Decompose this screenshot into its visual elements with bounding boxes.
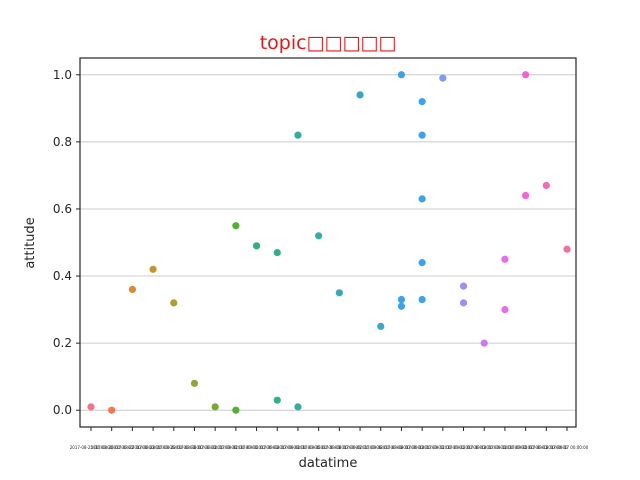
- x-tick-label: 2017-09-03 00:00:00: [256, 445, 299, 450]
- x-tick-label: 2017-09-07 00:00:00: [339, 445, 382, 450]
- plot-frame: [79, 57, 577, 428]
- x-tick-label: 2017-08-26 00:00:00: [90, 445, 133, 450]
- x-tick-label: 2017-09-14 00:00:00: [484, 445, 527, 450]
- data-point: [211, 403, 219, 411]
- data-point: [335, 289, 343, 297]
- data-point: [459, 282, 468, 290]
- data-point: [190, 379, 199, 387]
- data-point: [439, 74, 447, 82]
- gridlines: [80, 74, 576, 411]
- data-point: [128, 285, 136, 294]
- x-tick-label: 2017-09-02 00:00:00: [235, 445, 278, 450]
- data-point: [252, 242, 261, 250]
- data-point: [418, 195, 426, 203]
- x-axis-label: datatime: [299, 456, 358, 471]
- data-point: [294, 131, 302, 139]
- data-point: [273, 248, 281, 257]
- chart-title: topic□□□□□: [260, 32, 397, 54]
- x-tick-label: 2017-09-15 00:00:00: [504, 445, 547, 450]
- data-point: [232, 406, 240, 414]
- x-tick-label: 2017-09-06 00:00:00: [318, 445, 361, 450]
- x-tick-label: 2017-08-25 00:00:00: [70, 445, 113, 450]
- data-point: [170, 299, 178, 307]
- y-tick-label: 0.6: [53, 202, 72, 216]
- y-tick-label: 0.0: [53, 403, 72, 417]
- x-tick-label: 2017-09-16 00:00:00: [525, 445, 568, 450]
- x-tick-label: 2017-08-28 00:00:00: [132, 445, 175, 450]
- x-tick-label: 2017-09-11 00:00:00: [422, 445, 465, 450]
- data-point: [522, 71, 530, 79]
- data-point: [149, 265, 157, 273]
- data-point: [315, 232, 323, 240]
- y-tick-label: 1.0: [53, 68, 72, 82]
- x-tick-label: 2017-08-31 00:00:00: [194, 445, 237, 450]
- data-point: [459, 299, 468, 307]
- data-point: [294, 403, 302, 411]
- data-point: [108, 406, 116, 414]
- x-tick-label: 2017-09-08 00:00:00: [359, 445, 402, 450]
- x-tick-label: 2017-09-17 00:00:00: [546, 445, 589, 450]
- data-point: [273, 396, 281, 404]
- x-tick-label: 2017-09-01 00:00:00: [215, 445, 258, 450]
- data-point: [232, 222, 240, 230]
- x-tick-label: 2017-08-27 00:00:00: [111, 445, 154, 450]
- data-point: [397, 295, 406, 304]
- data-point: [418, 131, 426, 139]
- x-tick-label: 2017-09-12 00:00:00: [442, 445, 485, 450]
- data-point: [356, 91, 364, 99]
- data-point: [418, 259, 426, 267]
- x-tick-label: 2017-09-10 00:00:00: [401, 445, 444, 450]
- data-point: [418, 295, 426, 304]
- data-point: [377, 322, 385, 330]
- data-point: [501, 305, 509, 314]
- y-tick-label: 0.2: [53, 336, 72, 350]
- y-axis-ticks: 0.0 0.2 0.4 0.6 0.8 1.0: [53, 68, 80, 417]
- data-point: [501, 255, 509, 263]
- data-points: [87, 71, 571, 414]
- x-tick-label: 2017-09-04 00:00:00: [277, 445, 320, 450]
- y-axis-label: attitude: [23, 217, 38, 268]
- data-point: [397, 71, 406, 79]
- y-tick-label: 0.8: [53, 135, 72, 149]
- data-point: [542, 181, 550, 190]
- x-tick-label: 2017-09-09 00:00:00: [380, 445, 423, 450]
- data-point: [87, 403, 95, 411]
- x-tick-label: 2017-09-05 00:00:00: [297, 445, 340, 450]
- x-tick-label: 2017-09-13 00:00:00: [463, 445, 506, 450]
- x-tick-label: 2017-08-29 00:00:00: [153, 445, 196, 450]
- y-tick-label: 0.4: [53, 269, 72, 283]
- data-point: [397, 302, 406, 310]
- data-point: [522, 191, 530, 200]
- data-point: [480, 339, 488, 347]
- data-point: [563, 245, 571, 253]
- x-tick-label: 2017-08-30 00:00:00: [173, 445, 216, 450]
- data-point: [418, 98, 426, 106]
